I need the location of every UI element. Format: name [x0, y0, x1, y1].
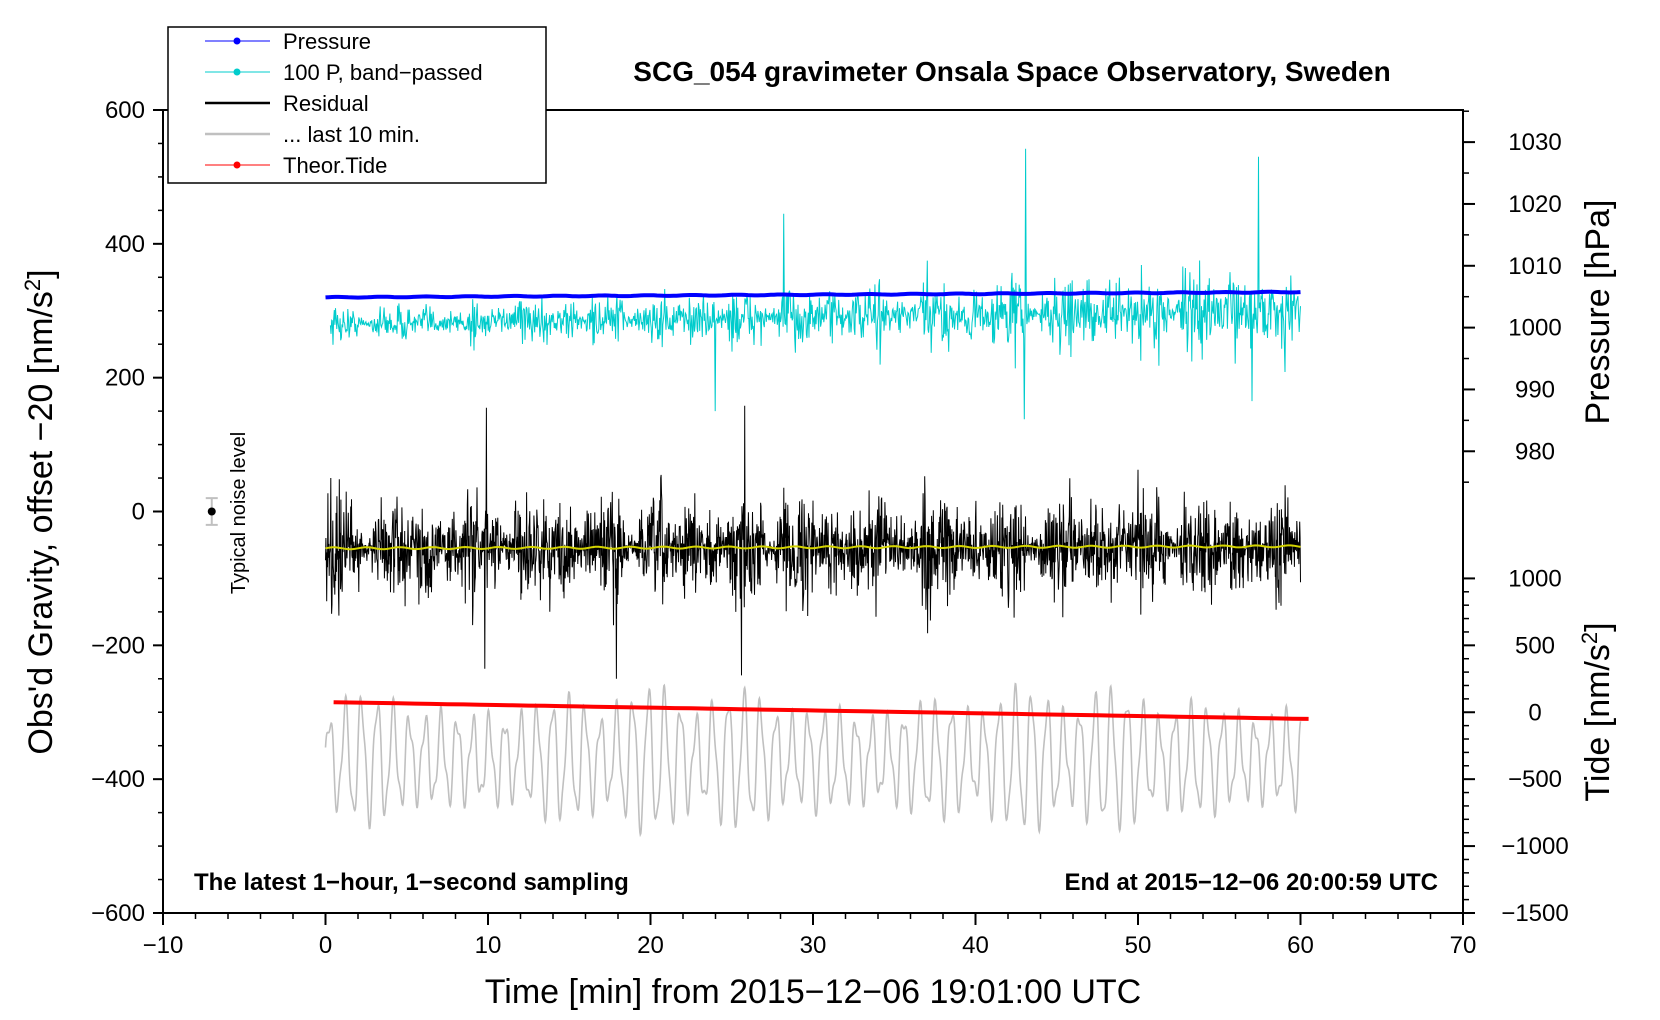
y-tick-label: −600	[91, 900, 145, 927]
y-tick-label: 0	[132, 499, 145, 526]
legend-marker	[233, 161, 241, 169]
y-tick-label: 200	[105, 365, 145, 392]
y-axis-title-pressure: Pressure [hPa]	[1579, 200, 1617, 425]
legend-label: 100 P, band−passed	[283, 60, 483, 85]
x-tick-label: 10	[475, 932, 502, 959]
series-tide-last10min	[324, 682, 1302, 838]
x-tick-label: 20	[637, 932, 664, 959]
pressure-tick-label: 990	[1515, 376, 1555, 403]
y-axis-title-tide: Tide [nm/s2]	[1577, 622, 1617, 801]
axes-layer: −10 0 10 20 30 40 50 60 70−600−400−2000200400600…	[91, 97, 1569, 959]
note-sampling: The latest 1−hour, 1−second sampling	[194, 869, 629, 896]
legend-entries: Pressure 100 P, band−passed Residual ... la…	[205, 29, 483, 178]
x-tick-label: 50	[1125, 932, 1152, 959]
x-tick-label: 70	[1450, 932, 1477, 959]
legend-label: Pressure	[283, 29, 371, 54]
x-tick-label: −10	[143, 932, 184, 959]
y-tick-label: −400	[91, 766, 145, 793]
legend-label: Theor.Tide	[283, 153, 387, 178]
data-layer	[324, 148, 1309, 838]
series-pressure-bandpassed	[329, 148, 1301, 420]
x-tick-label: 30	[800, 932, 827, 959]
x-tick-label: 60	[1287, 932, 1314, 959]
pressure-tick-label: 1020	[1508, 191, 1561, 218]
legend: Pressure 100 P, band−passed Residual ... la…	[167, 26, 547, 184]
series-residual-smoothed	[325, 544, 1301, 551]
legend-label: Residual	[283, 91, 369, 116]
pressure-tick-label: 1030	[1508, 129, 1561, 156]
y-axis-title-left: Obs'd Gravity, offset −20 [nm/s2]	[20, 269, 60, 754]
pressure-tick-label: 1010	[1508, 253, 1561, 280]
x-tick-label: 40	[962, 932, 989, 959]
tide-tick-label: 0	[1528, 699, 1541, 726]
y-tick-label: 600	[105, 97, 145, 124]
legend-box	[167, 26, 547, 184]
noise-label: Typical noise level	[228, 432, 250, 594]
tide-tick-label: −500	[1508, 766, 1562, 793]
legend-label: ... last 10 min.	[283, 122, 420, 147]
x-tick-label: 0	[319, 932, 332, 959]
tide-tick-label: −1500	[1501, 900, 1568, 927]
series-residual	[325, 405, 1301, 679]
series-theor-tide	[333, 700, 1309, 721]
y-tick-label: 400	[105, 231, 145, 258]
tide-tick-label: 1000	[1508, 565, 1561, 592]
noise-dot	[207, 507, 216, 516]
pressure-tick-label: 980	[1515, 438, 1555, 465]
y-tick-label: −200	[91, 632, 145, 659]
noise-marker: Typical noise level	[205, 432, 250, 594]
pressure-tick-label: 1000	[1508, 315, 1561, 342]
x-axis-title: Time [min] from 2015−12−06 19:01:00 UTC	[485, 973, 1141, 1011]
legend-marker	[233, 37, 241, 45]
chart-title: SCG_054 gravimeter Onsala Space Observat…	[633, 56, 1390, 87]
tide-tick-label: 500	[1515, 632, 1555, 659]
series-pressure	[325, 289, 1301, 300]
legend-marker	[233, 68, 241, 76]
note-end-time: End at 2015−12−06 20:00:59 UTC	[1064, 869, 1438, 896]
tide-tick-label: −1000	[1501, 833, 1568, 860]
